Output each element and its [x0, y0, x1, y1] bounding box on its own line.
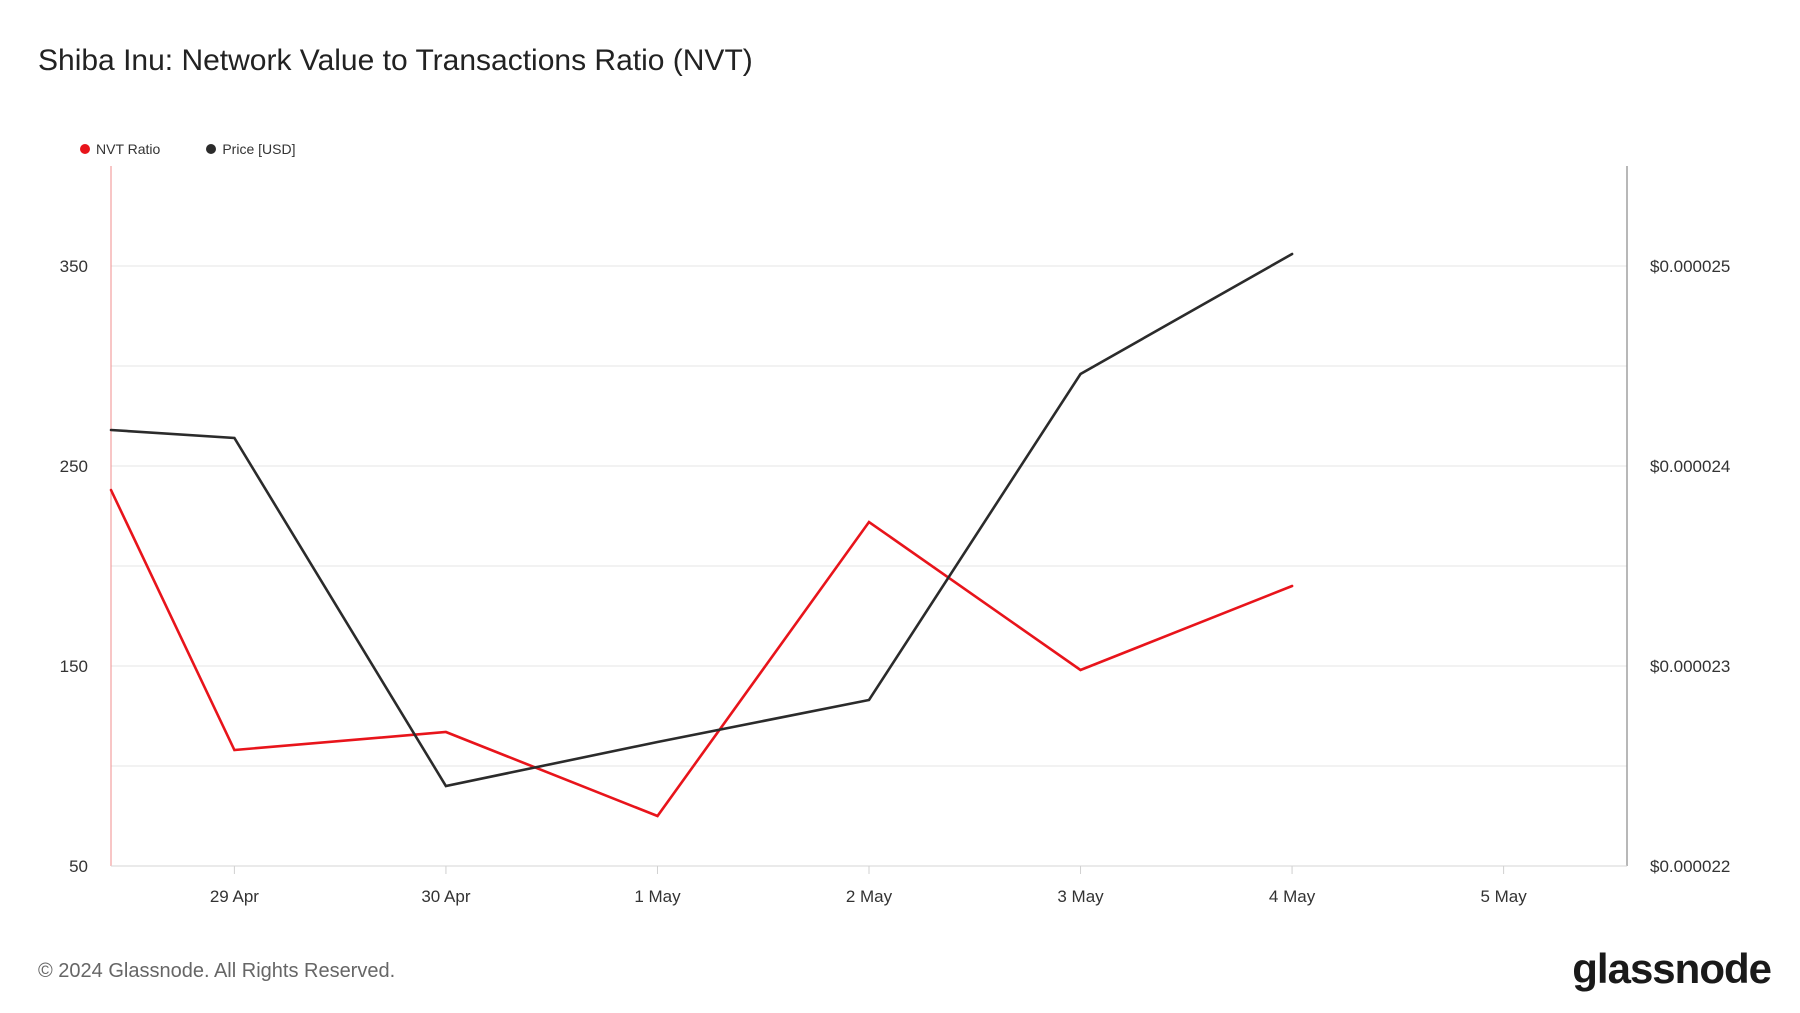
y-left-tick-label: 150 [60, 657, 88, 676]
x-tick-label: 1 May [634, 887, 681, 906]
y-right-tick-label: $0.000023 [1650, 657, 1730, 676]
price-line [109, 252, 1294, 788]
y-left-tick-label: 350 [60, 257, 88, 276]
y-right-tick-label: $0.000022 [1650, 857, 1730, 876]
y-right-tick-label: $0.000024 [1650, 457, 1730, 476]
chart-title: Shiba Inu: Network Value to Transactions… [38, 44, 753, 77]
legend-item-nvt[interactable]: NVT Ratio [80, 141, 160, 157]
legend-label-nvt: NVT Ratio [96, 141, 161, 157]
y-right-tick-label: $0.000025 [1650, 257, 1730, 276]
y-left-tick-label: 50 [69, 857, 88, 876]
glassnode-logo: glassnode [1572, 945, 1772, 992]
copyright-footer: © 2024 Glassnode. All Rights Reserved. [38, 960, 396, 982]
legend-item-price[interactable]: Price [USD] [206, 141, 295, 157]
x-tick-label: 4 May [1269, 887, 1316, 906]
x-tick-label: 29 Apr [210, 887, 259, 906]
x-tick-label: 5 May [1480, 887, 1527, 906]
x-tick-label: 3 May [1057, 887, 1104, 906]
x-tick-label: 30 Apr [421, 887, 470, 906]
legend-dot-nvt [80, 144, 90, 154]
legend-dot-price [206, 144, 217, 154]
legend: NVT Ratio Price [USD] [80, 141, 295, 157]
legend-label-price: Price [USD] [222, 141, 296, 157]
nvt-ratio-line [109, 488, 1294, 818]
x-tick-label: 2 May [846, 887, 893, 906]
y-left-tick-label: 250 [60, 457, 88, 476]
